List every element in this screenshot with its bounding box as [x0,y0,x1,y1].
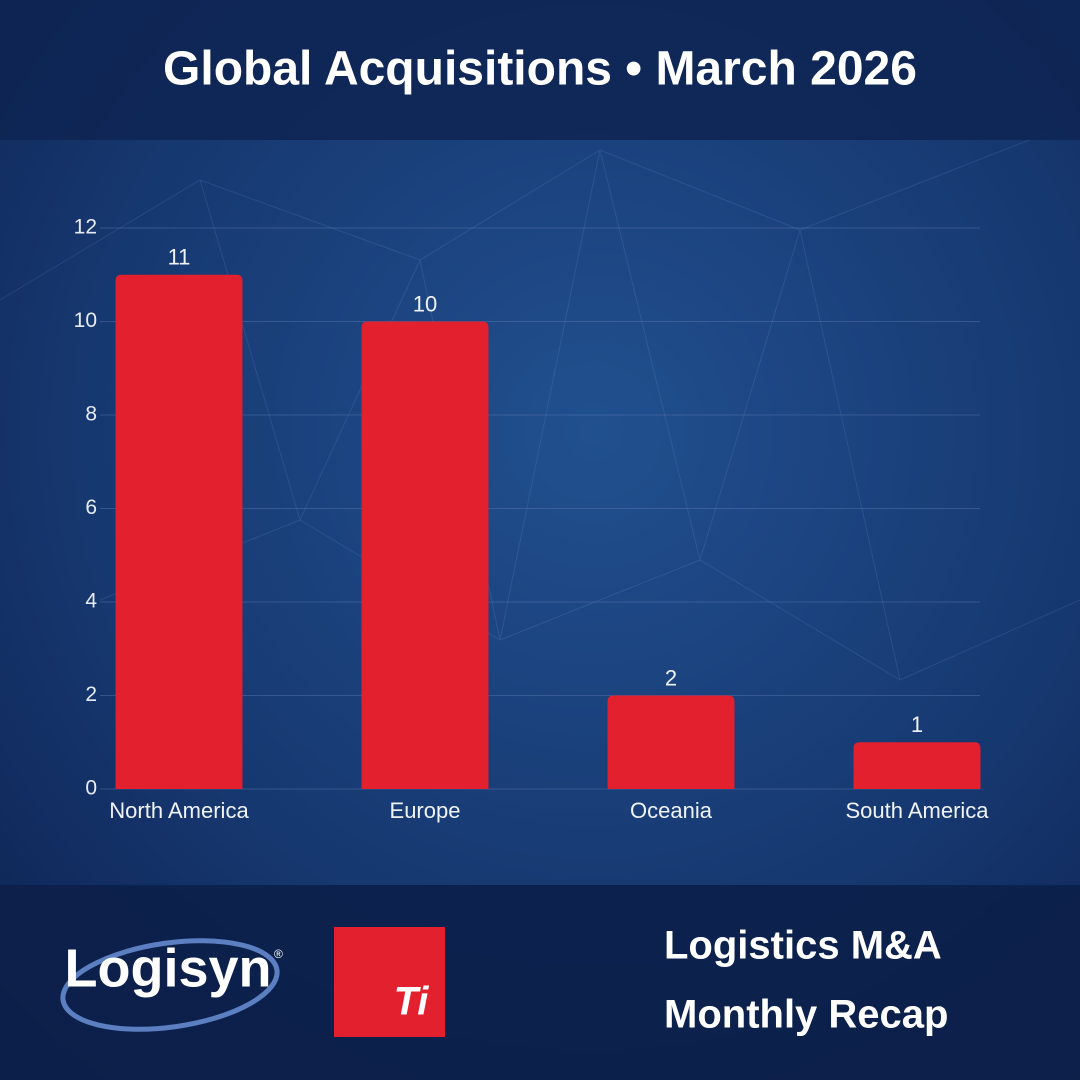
footer-band [0,885,1080,1080]
trademark: ® [274,947,283,961]
tagline: Monthly Recap [664,993,948,1037]
y-tick-label: 2 [85,683,97,706]
tagline: Logistics M&A [664,924,942,968]
y-tick-label: 10 [74,309,97,332]
x-tick-label: South America [845,798,989,823]
network-pattern [0,119,1080,681]
y-tick-label: 6 [85,496,97,519]
x-tick-label: North America [109,798,249,823]
data-label: 11 [168,245,191,270]
bar [853,742,981,789]
logo-swoosh [60,938,280,1032]
logo-text: Logisyn [64,938,271,998]
badge-box [334,927,445,1037]
x-tick-label: Europe [390,798,461,823]
bar [361,321,489,789]
y-tick-label: 12 [74,216,97,239]
data-label: 2 [665,665,677,690]
logisyn-logo: Logisyn ® [60,938,283,1032]
data-label: 10 [413,291,437,316]
data-label: 1 [911,712,923,737]
x-tick-label: Oceania [630,798,713,823]
badge-text: Ti [394,980,430,1024]
plot: 0 2 4 6 8 10 12 North America 11 Europe 10 Oceania 2… [74,216,990,823]
bar [607,695,735,789]
header-band [0,0,1080,140]
chart-title: Global Acquisitions • March 2026 [163,43,917,96]
y-tick-label: 4 [85,590,97,613]
y-tick-label: 8 [85,403,97,426]
bar [115,274,243,789]
y-tick-label: 0 [85,777,97,800]
